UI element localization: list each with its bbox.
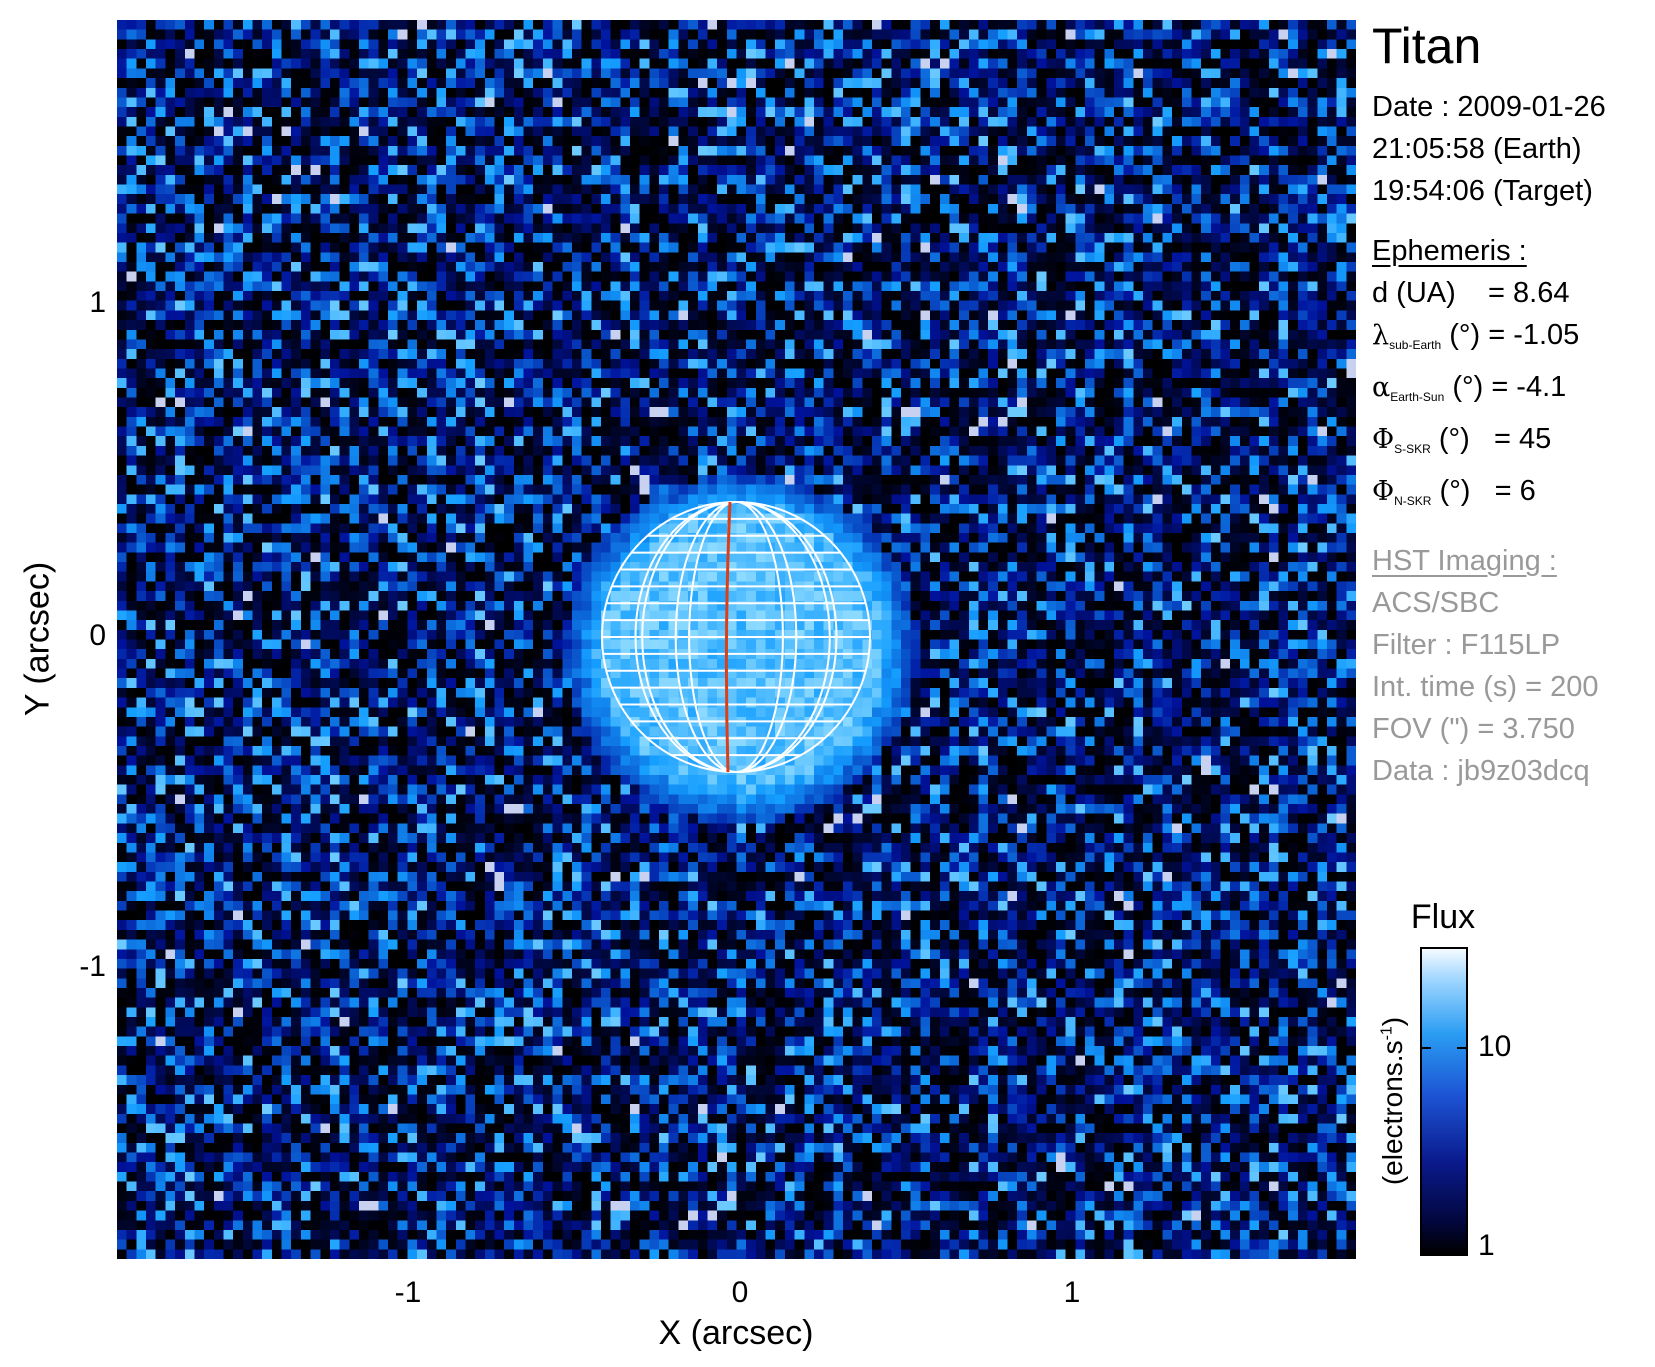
integration-time: Int. time (s) = 200 (1372, 671, 1599, 703)
colorbar (1420, 947, 1468, 1256)
distance-label: d (UA) (1372, 277, 1456, 309)
s-skr-row: ΦS-SKR (°) = 45 (1372, 418, 1655, 470)
colorbar-unit-label: (electrons.s-1) (1377, 1017, 1409, 1185)
hst-image-panel (117, 20, 1356, 1259)
central-meridian-line (724, 501, 732, 773)
s-skr-value: = 45 (1493, 423, 1552, 455)
sub-earth-subscript: sub-Earth (1389, 338, 1442, 352)
colorbar-tick-label: 10 (1478, 1030, 1512, 1063)
data-id: Data : jb9z03dcq (1372, 755, 1590, 787)
colorbar-tick-label: 1 (1478, 1229, 1495, 1262)
field-of-view: FOV (") = 3.750 (1372, 713, 1575, 745)
y-tick-label: -1 (79, 950, 106, 983)
hst-heading: HST Imaging : (1372, 545, 1557, 577)
earth-sun-value: = -4.1 (1491, 371, 1567, 403)
earth-sun-subscript: Earth-Sun (1390, 390, 1445, 404)
target-time: 19:54:06 (Target) (1372, 175, 1593, 207)
earth-sun-row: αEarth-Sun (°) = -4.1 (1372, 366, 1655, 418)
y-tick-label: 0 (89, 619, 106, 652)
filter: Filter : F115LP (1372, 629, 1561, 661)
observation-info-panel: Titan Date : 2009-01-26 21:05:58 (Earth)… (1372, 18, 1655, 792)
phi-symbol: Φ (1372, 476, 1395, 507)
n-skr-subscript: N-SKR (1394, 494, 1432, 508)
x-tick-label: 1 (1063, 1276, 1081, 1309)
target-title: Titan (1372, 18, 1482, 74)
phi-symbol: Φ (1372, 424, 1395, 455)
s-skr-unit: (°) (1438, 423, 1470, 455)
ephemeris-heading: Ephemeris : (1372, 235, 1527, 267)
alpha-symbol: α (1372, 372, 1391, 403)
y-axis-label: Y (arcsec) (18, 561, 57, 717)
n-skr-unit: (°) (1439, 475, 1471, 507)
colorbar-unit-text: (electrons.s (1377, 1040, 1408, 1186)
colorbar-tick (1422, 1047, 1431, 1049)
sub-earth-row: λsub-Earth (°) = -1.05 (1372, 314, 1655, 366)
sub-earth-unit: (°) (1449, 319, 1481, 351)
planet-grid-overlay (601, 501, 871, 773)
colorbar-unit-close: ) (1377, 1016, 1408, 1027)
s-skr-subscript: S-SKR (1394, 442, 1431, 456)
distance-row: d (UA) = 8.64 (1372, 272, 1655, 314)
earth-sun-unit: (°) (1452, 371, 1484, 403)
earth-time: 21:05:58 (Earth) (1372, 133, 1582, 165)
colorbar-tick (1457, 1047, 1466, 1049)
x-tick-label: -1 (394, 1276, 422, 1309)
x-tick-label: 0 (731, 1276, 749, 1309)
date-line: Date : 2009-01-26 (1372, 91, 1606, 123)
colorbar-unit-exponent: -1 (1378, 1026, 1396, 1041)
colorbar-title: Flux (1410, 898, 1476, 936)
lambda-symbol: λ (1372, 320, 1390, 351)
n-skr-value: = 6 (1494, 475, 1536, 507)
distance-value: = 8.64 (1488, 277, 1570, 309)
longitude-line (641, 501, 831, 773)
x-axis-label: X (arcsec) (658, 1314, 814, 1352)
uv-image-canvas (117, 20, 1356, 1259)
n-skr-row: ΦN-SKR (°) = 6 (1372, 470, 1655, 522)
sub-earth-value: = -1.05 (1488, 319, 1580, 351)
instrument: ACS/SBC (1372, 587, 1500, 619)
y-tick-label: 1 (89, 286, 106, 319)
